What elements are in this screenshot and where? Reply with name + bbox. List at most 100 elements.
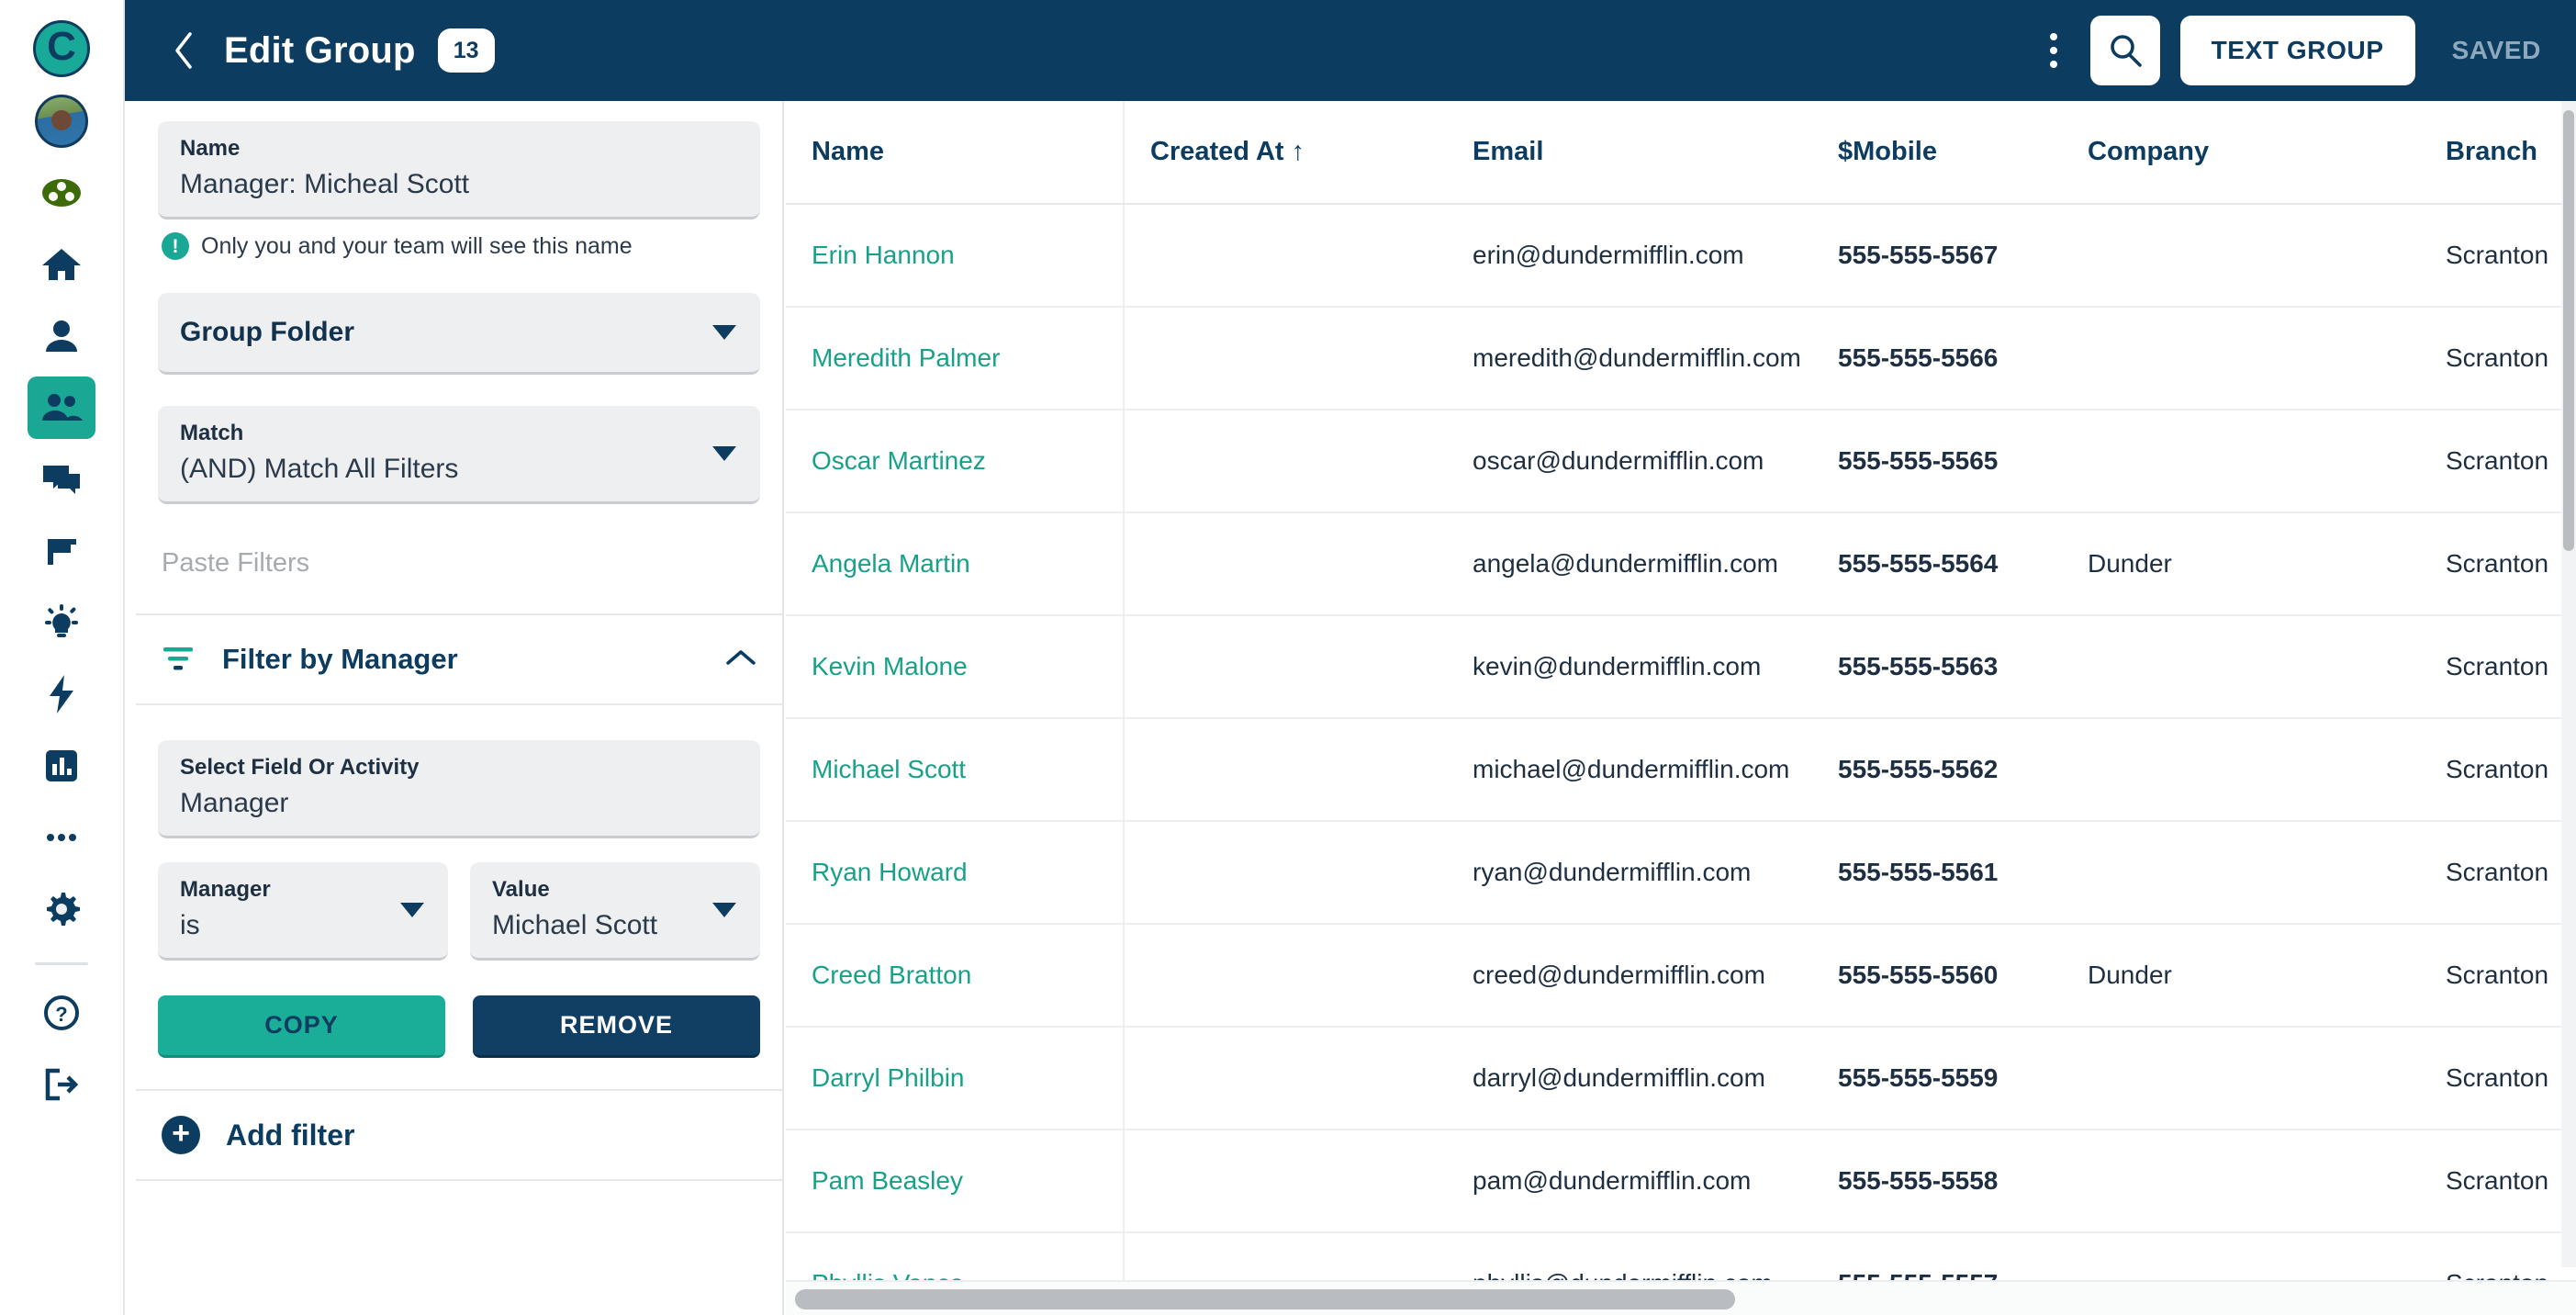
member-name-link[interactable]: Erin Hannon — [812, 241, 955, 269]
chevron-down-icon — [712, 446, 736, 461]
cell-name[interactable]: Meredith Palmer — [786, 307, 1125, 410]
campaigns-icon[interactable] — [28, 520, 95, 582]
column-header-company[interactable]: Company — [2071, 101, 2429, 205]
cell-name[interactable]: Michael Scott — [786, 718, 1125, 822]
vertical-scrollbar[interactable] — [2561, 101, 2576, 1267]
app-logo[interactable]: C — [33, 20, 90, 77]
filter-by-manager-header[interactable]: Filter by Manager — [136, 615, 782, 703]
group-folder-label: Group Folder — [180, 317, 354, 347]
chevron-down-icon — [712, 903, 736, 917]
ideas-icon[interactable] — [28, 591, 95, 654]
cell-email: kevin@dundermifflin.com — [1454, 615, 1821, 719]
add-filter-button[interactable]: + Add filter — [136, 1089, 782, 1181]
vertical-scrollbar-thumb[interactable] — [2563, 110, 2574, 551]
member-name-link[interactable]: Darryl Philbin — [812, 1063, 965, 1092]
cell-email: michael@dundermifflin.com — [1454, 718, 1821, 822]
home-icon[interactable] — [28, 233, 95, 296]
reports-icon[interactable] — [28, 735, 95, 797]
cell-mobile: 555-555-5565 — [1821, 410, 2071, 513]
column-header-email[interactable]: Email — [1454, 101, 1821, 205]
cell-created_at — [1124, 1130, 1454, 1233]
table-row[interactable]: Erin Hannon erin@dundermifflin.com 555-555… — [786, 204, 2576, 308]
cell-name[interactable]: Erin Hannon — [786, 204, 1125, 308]
avatar-icon — [35, 95, 88, 148]
svg-text:?: ? — [55, 1003, 67, 1026]
filter-lines-icon — [163, 647, 193, 670]
member-name-link[interactable]: Angela Martin — [812, 549, 970, 578]
more-icon[interactable] — [28, 806, 95, 869]
filter-operator-label: Manager — [180, 877, 271, 902]
table-row[interactable]: Creed Bratton creed@dundermifflin.com 555-… — [786, 924, 2576, 1028]
horizontal-scrollbar-thumb[interactable] — [795, 1289, 1735, 1309]
select-field-value: Manager — [180, 788, 289, 818]
match-select[interactable]: Match (AND) Match All Filters — [158, 406, 760, 504]
group-folder-select[interactable]: Group Folder — [158, 293, 760, 375]
table-body: Erin Hannon erin@dundermifflin.com 555-555… — [786, 204, 2576, 1315]
member-name-link[interactable]: Meredith Palmer — [812, 343, 1001, 372]
help-icon[interactable]: ? — [28, 982, 95, 1044]
horizontal-scrollbar[interactable] — [786, 1280, 2576, 1315]
table-row[interactable]: Angela Martin angela@dundermifflin.com 555… — [786, 512, 2576, 616]
logout-icon — [45, 1068, 79, 1101]
paste-filters-input[interactable]: Paste Filters — [162, 548, 310, 578]
back-button[interactable] — [165, 28, 202, 73]
logout-icon[interactable] — [28, 1053, 95, 1116]
settings-icon[interactable] — [28, 878, 95, 940]
cell-company: Dunder — [2071, 924, 2429, 1028]
column-header-name[interactable]: Name — [786, 101, 1125, 205]
organization-icon[interactable] — [28, 162, 95, 224]
cell-company — [2071, 1130, 2429, 1233]
table-row[interactable]: Michael Scott michael@dundermifflin.com 55… — [786, 718, 2576, 822]
search-button[interactable] — [2089, 16, 2160, 85]
filter-by-manager-body: Select Field Or Activity Manager Manager… — [136, 705, 782, 1181]
cell-company — [2071, 821, 2429, 925]
member-name-link[interactable]: Pam Beasley — [812, 1166, 963, 1195]
member-name-link[interactable]: Michael Scott — [812, 755, 967, 783]
cell-created_at — [1124, 307, 1454, 410]
member-name-link[interactable]: Oscar Martinez — [812, 446, 986, 475]
filter-operator-select[interactable]: Manager is — [158, 862, 448, 961]
cell-email: angela@dundermifflin.com — [1454, 512, 1821, 616]
select-field-or-activity[interactable]: Select Field Or Activity Manager — [158, 740, 760, 838]
user-avatar[interactable] — [28, 90, 95, 152]
table-row[interactable]: Pam Beasley pam@dundermifflin.com 555-555-… — [786, 1130, 2576, 1233]
cell-name[interactable]: Darryl Philbin — [786, 1027, 1125, 1130]
copy-button[interactable]: COPY — [158, 995, 445, 1058]
messages-icon[interactable] — [28, 448, 95, 511]
cell-branch: Scranton — [2429, 1027, 2576, 1130]
person-icon — [46, 320, 77, 352]
cell-created_at — [1124, 204, 1454, 308]
member-name-link[interactable]: Kevin Malone — [812, 652, 968, 680]
cell-name[interactable]: Oscar Martinez — [786, 410, 1125, 513]
remove-button[interactable]: REMOVE — [473, 995, 760, 1058]
kebab-menu-icon[interactable] — [2028, 22, 2079, 79]
cell-name[interactable]: Pam Beasley — [786, 1130, 1125, 1233]
cell-name[interactable]: Ryan Howard — [786, 821, 1125, 925]
filter-value-value: Michael Scott — [492, 910, 658, 940]
cell-name[interactable]: Creed Bratton — [786, 924, 1125, 1028]
table-row[interactable]: Kevin Malone kevin@dundermifflin.com 555-5… — [786, 615, 2576, 719]
sidebar-item-groups[interactable] — [28, 377, 95, 439]
people-icon — [42, 394, 83, 421]
member-name-link[interactable]: Ryan Howard — [812, 858, 968, 886]
table-row[interactable]: Meredith Palmer meredith@dundermifflin.co… — [786, 307, 2576, 410]
contacts-icon[interactable] — [28, 305, 95, 367]
column-header-branch[interactable]: Branch — [2429, 101, 2576, 205]
table-row[interactable]: Oscar Martinez oscar@dundermifflin.com 555… — [786, 410, 2576, 513]
column-header-mobile[interactable]: $Mobile — [1821, 101, 2071, 205]
cell-name[interactable]: Angela Martin — [786, 512, 1125, 616]
table-row[interactable]: Darryl Philbin darryl@dundermifflin.com 55… — [786, 1027, 2576, 1130]
cell-created_at — [1124, 1027, 1454, 1130]
group-name-field[interactable]: Name Manager: Micheal Scott — [158, 121, 760, 219]
filter-value-select[interactable]: Value Michael Scott — [470, 862, 760, 961]
member-name-link[interactable]: Creed Bratton — [812, 961, 972, 989]
sort-ascending-icon: ↑ — [1291, 137, 1305, 166]
cell-name[interactable]: Kevin Malone — [786, 615, 1125, 719]
members-table-container[interactable]: Name Created At ↑ Email $Mobile Company Branch… — [786, 101, 2576, 1315]
cell-company — [2071, 307, 2429, 410]
column-header-created_at[interactable]: Created At ↑ — [1124, 101, 1454, 205]
automations-icon[interactable] — [28, 663, 95, 725]
table-row[interactable]: Ryan Howard ryan@dundermifflin.com 555-555… — [786, 821, 2576, 925]
text-group-button[interactable]: TEXT GROUP — [2179, 16, 2415, 85]
info-icon: ! — [162, 232, 189, 260]
